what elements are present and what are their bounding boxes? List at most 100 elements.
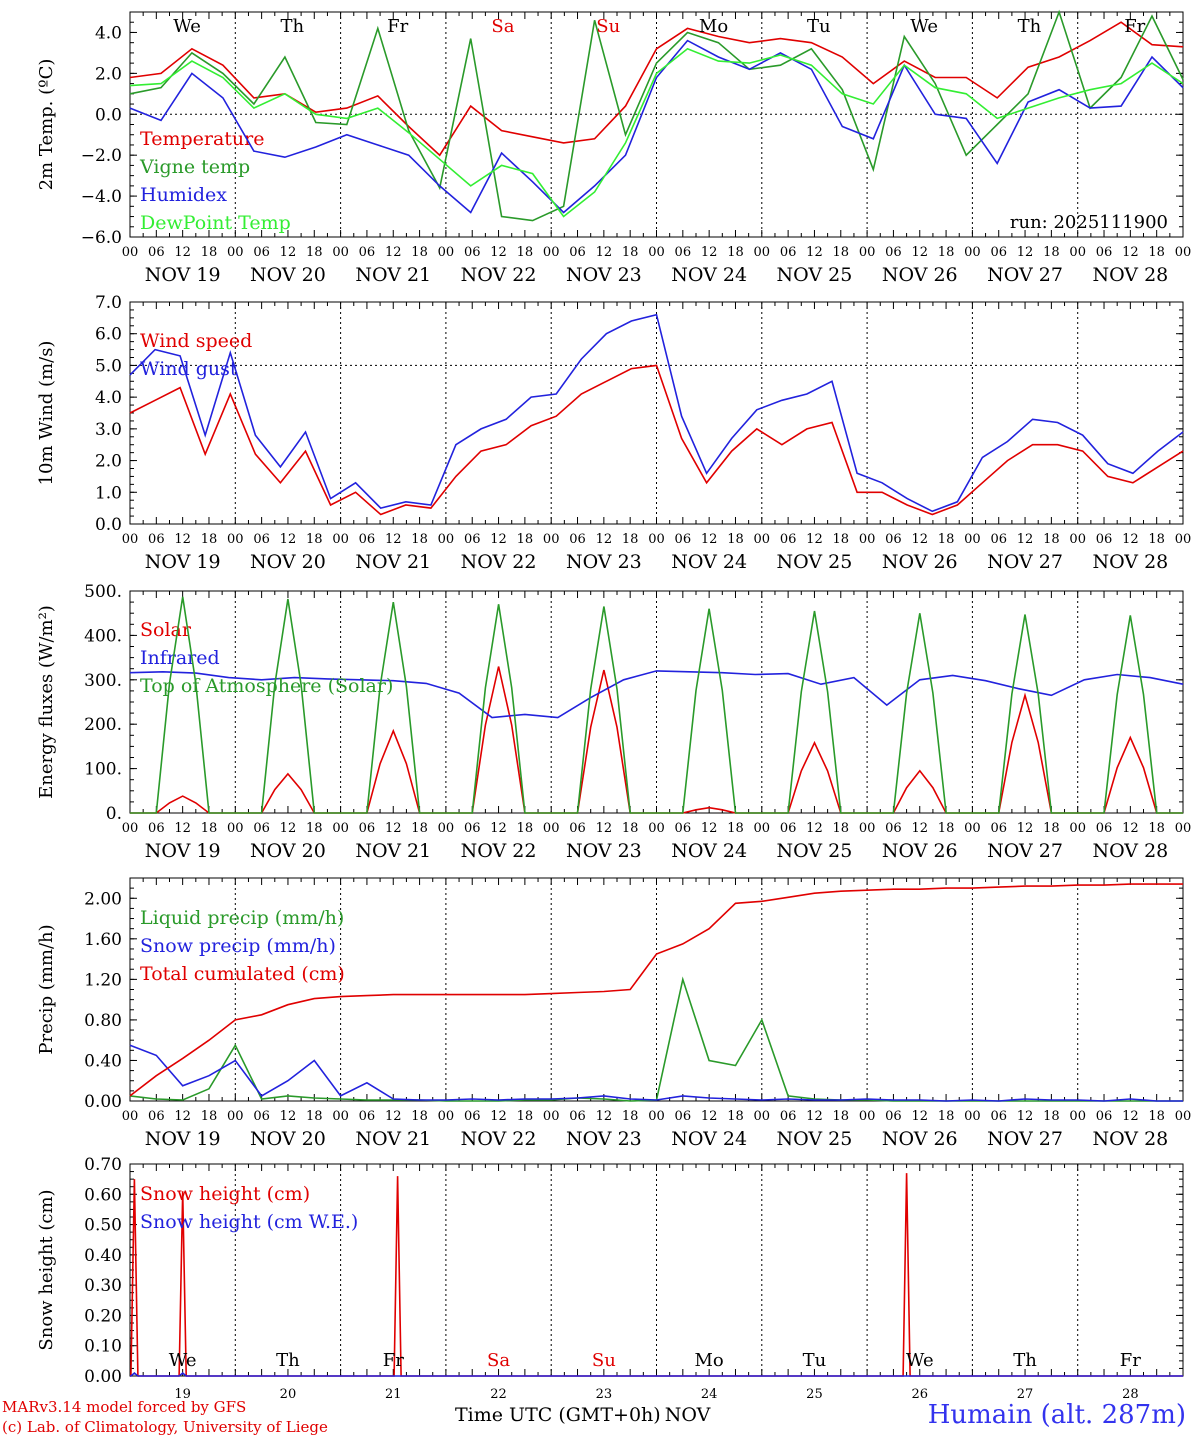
hour-tick-label: 12 xyxy=(174,1109,191,1124)
day-label: NOV 27 xyxy=(987,840,1063,862)
hour-tick-label: 06 xyxy=(359,245,376,260)
hour-tick-label: 12 xyxy=(385,245,402,260)
series-line-temperature xyxy=(129,21,1184,157)
hour-tick-label: 06 xyxy=(569,1109,586,1124)
hour-tick-label: 06 xyxy=(1096,245,1113,260)
hour-tick-label: 00 xyxy=(754,245,771,260)
y-tick-label: 0.70 xyxy=(84,1155,122,1175)
hour-tick-label: 00 xyxy=(648,532,665,547)
hour-tick-label: 06 xyxy=(464,1109,481,1124)
day-label: NOV 25 xyxy=(777,264,853,286)
y-tick-label: 0.80 xyxy=(84,1011,122,1031)
hour-tick-label: 12 xyxy=(911,532,928,547)
y-tick-label: −6.0 xyxy=(81,228,122,248)
legend-entry: Wind gust xyxy=(140,358,238,380)
hour-tick-label: 00 xyxy=(1069,1109,1086,1124)
hour-tick-label: 06 xyxy=(253,1109,270,1124)
x-axis-label: Time UTC (GMT+0h) NOV xyxy=(455,1404,711,1426)
day-number-label: 25 xyxy=(806,1387,823,1402)
hour-tick-label: 18 xyxy=(306,245,323,260)
day-label: NOV 20 xyxy=(250,840,326,862)
hour-tick-label: 18 xyxy=(306,821,323,836)
hour-tick-label: 18 xyxy=(727,821,744,836)
y-tick-label: 200. xyxy=(84,715,122,735)
y-tick-label: 0.00 xyxy=(84,1092,122,1112)
hour-tick-label: 06 xyxy=(885,1109,902,1124)
day-number-label: 27 xyxy=(1017,1387,1034,1402)
hour-tick-label: 18 xyxy=(1148,245,1165,260)
hour-tick-label: 06 xyxy=(148,821,165,836)
hour-tick-label: 12 xyxy=(1122,1109,1139,1124)
hour-tick-label: 12 xyxy=(1122,245,1139,260)
hour-tick-label: 12 xyxy=(911,245,928,260)
series-line-snow-precip-mm-h- xyxy=(129,1044,1183,1102)
legend-entry: Top of Atmosphere (Solar) xyxy=(140,675,393,697)
day-label: NOV 27 xyxy=(987,1128,1063,1150)
day-number-label: 23 xyxy=(596,1387,613,1402)
weekday-label: We xyxy=(169,1350,197,1371)
hour-tick-label: 00 xyxy=(227,1109,244,1124)
legend-entry: Infrared xyxy=(140,647,220,669)
hour-tick-label: 00 xyxy=(543,1109,560,1124)
day-number-label: 22 xyxy=(490,1387,507,1402)
hour-tick-label: 00 xyxy=(227,245,244,260)
hour-tick-label: 00 xyxy=(1175,1109,1192,1124)
y-tick-label: 7.0 xyxy=(95,293,122,313)
hour-tick-label: 06 xyxy=(675,821,692,836)
day-number-label: 24 xyxy=(701,1387,718,1402)
hour-tick-label: 06 xyxy=(148,532,165,547)
hour-tick-label: 18 xyxy=(938,245,955,260)
hour-tick-label: 18 xyxy=(411,821,428,836)
hour-tick-label: 18 xyxy=(1043,1109,1060,1124)
hour-tick-label: 12 xyxy=(596,821,613,836)
day-number-label: 28 xyxy=(1122,1387,1139,1402)
hour-tick-label: 18 xyxy=(517,1109,534,1124)
weekday-label: We xyxy=(906,1350,934,1371)
hour-tick-label: 06 xyxy=(990,245,1007,260)
legend-entry: Snow height (cm) xyxy=(140,1183,310,1205)
y-tick-label: 0.40 xyxy=(84,1246,122,1266)
hour-tick-label: 00 xyxy=(332,245,349,260)
y-tick-label: 3.0 xyxy=(95,420,122,440)
hour-tick-label: 12 xyxy=(701,532,718,547)
weekday-label: Sa xyxy=(491,16,514,37)
hour-tick-label: 00 xyxy=(438,532,455,547)
hour-tick-label: 06 xyxy=(990,532,1007,547)
y-tick-label: 2.00 xyxy=(84,889,122,909)
hour-tick-label: 00 xyxy=(332,532,349,547)
hour-tick-label: 18 xyxy=(1148,532,1165,547)
series-line-total-cumulated-cm- xyxy=(129,883,1183,1097)
day-label: NOV 25 xyxy=(777,840,853,862)
hour-tick-label: 06 xyxy=(1096,1109,1113,1124)
y-tick-label: 5.0 xyxy=(95,356,122,376)
hour-tick-label: 00 xyxy=(438,821,455,836)
legend-entry: Vigne temp xyxy=(139,156,250,178)
y-tick-label: 1.60 xyxy=(84,930,122,950)
hour-tick-label: 00 xyxy=(543,532,560,547)
weekday-label: Su xyxy=(592,1350,616,1371)
y-axis-label: 10m Wind (m/s) xyxy=(36,341,57,486)
day-label: NOV 20 xyxy=(250,1128,326,1150)
series-line-dewpoint-temp xyxy=(129,47,1184,218)
day-label: NOV 26 xyxy=(882,264,958,286)
hour-tick-label: 06 xyxy=(885,532,902,547)
legend-entry: Humidex xyxy=(140,184,227,206)
y-tick-label: 0.50 xyxy=(84,1216,122,1236)
day-label: NOV 28 xyxy=(1092,551,1168,573)
hour-tick-label: 18 xyxy=(622,532,639,547)
y-tick-label: 1.0 xyxy=(95,483,122,503)
day-number-label: 21 xyxy=(385,1387,402,1402)
day-number-label: 26 xyxy=(911,1387,928,1402)
y-tick-label: 0. xyxy=(106,804,122,824)
day-label: NOV 25 xyxy=(777,551,853,573)
hour-tick-label: 00 xyxy=(859,1109,876,1124)
hour-tick-label: 00 xyxy=(648,1109,665,1124)
hour-tick-label: 06 xyxy=(780,1109,797,1124)
legend-entry: Solar xyxy=(140,619,192,641)
day-label: NOV 19 xyxy=(145,840,221,862)
y-axis-label: Snow height (cm) xyxy=(36,1189,57,1350)
weekday-label: Th xyxy=(281,16,305,37)
hour-tick-label: 18 xyxy=(938,821,955,836)
y-tick-label: 0.00 xyxy=(84,1367,122,1387)
day-label: NOV 23 xyxy=(566,1128,642,1150)
